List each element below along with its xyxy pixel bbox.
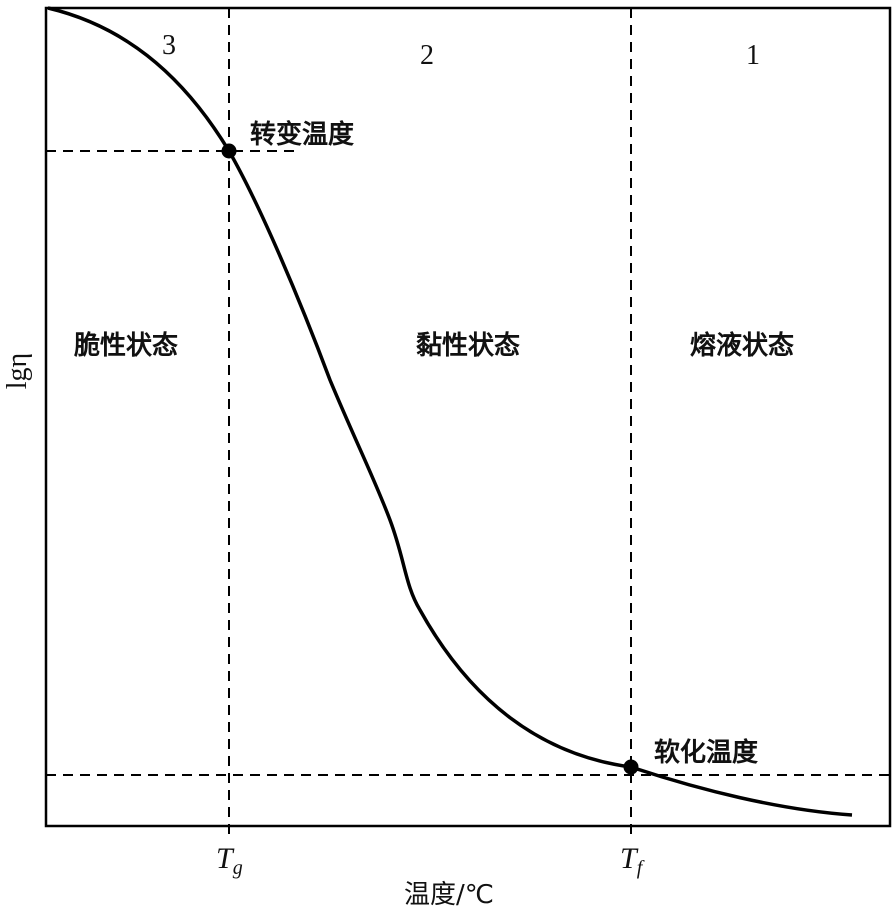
- region-number-2: 2: [420, 40, 434, 71]
- brittle-state-label: 脆性状态: [74, 331, 179, 361]
- plot-frame: [44, 6, 892, 828]
- transition-temperature-label: 转变温度: [250, 120, 355, 150]
- tf-tick-label: Tf: [620, 842, 643, 879]
- softening-point-marker: [623, 759, 639, 775]
- viscosity-curve: [47, 6, 853, 817]
- softening-temperature-label: 软化温度: [654, 738, 759, 768]
- x-axis-label: 温度/℃: [404, 880, 494, 910]
- viscous-state-label: 黏性状态: [416, 331, 521, 361]
- y-axis-label: lgη: [2, 352, 33, 390]
- region-number-3: 3: [162, 30, 176, 61]
- melt-state-label: 熔液状态: [690, 331, 795, 361]
- region-number-1: 1: [746, 40, 760, 71]
- tg-tick-label: Tg: [216, 842, 243, 879]
- transition-point-marker: [221, 143, 237, 159]
